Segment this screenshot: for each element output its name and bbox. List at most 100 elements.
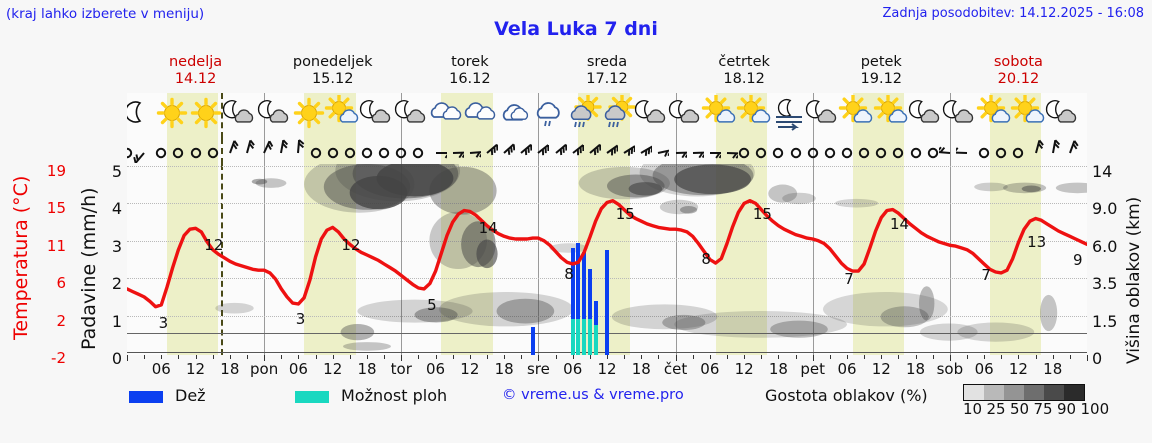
x-axis-label: tor	[390, 360, 412, 378]
day-name: torek	[451, 54, 489, 70]
x-axis-tick	[1087, 355, 1088, 361]
cloud-blob	[920, 323, 978, 341]
sun-cloud-icon	[976, 95, 1016, 135]
moon-cloud-icon	[221, 95, 261, 135]
x-axis-tick	[761, 355, 763, 359]
day-separator	[812, 138, 814, 164]
forecast-plot[interactable]: 3 12 3 12 5 14 8 15 8 15 7 14 7 13 9	[127, 93, 1087, 355]
day-name: četrtek	[718, 54, 770, 70]
rain-legend-label: Dež	[175, 386, 206, 405]
sun-icon	[290, 95, 330, 135]
wind-calm-icon	[802, 139, 824, 163]
cloud-blob	[628, 182, 663, 196]
wind-barb-icon	[236, 139, 258, 163]
wind-calm-icon	[750, 139, 772, 163]
cloud-height-tick: 9.0	[1092, 199, 1118, 219]
day-header-torek: torek 16.12	[401, 54, 538, 88]
moon-cloud-icon	[941, 95, 981, 135]
page-title: Vela Luka 7 dni	[494, 18, 658, 40]
cloud-blob	[414, 307, 458, 323]
temperature-value-label: 15	[752, 204, 772, 223]
copyright-link[interactable]: © vreme.us & vreme.pro	[502, 387, 684, 403]
wind-calm-icon	[767, 139, 789, 163]
x-axis-label: 18	[494, 360, 514, 378]
showers-swatch	[295, 391, 329, 403]
temperature-axis-title: Temperatura (°C)	[8, 168, 32, 343]
x-axis-label: 06	[563, 360, 583, 378]
temperature-value-label: 13	[1027, 233, 1047, 252]
wind-barb-icon	[510, 139, 533, 163]
cloud-blob	[1040, 294, 1058, 332]
x-axis-tick	[847, 355, 848, 359]
gridline	[127, 240, 1087, 242]
wind-barb-icon	[476, 139, 498, 163]
x-axis-tick	[795, 355, 797, 359]
day-separator	[401, 138, 403, 164]
sun-icon	[187, 95, 227, 135]
moon-icon	[127, 95, 158, 135]
wind-barb-icon	[647, 139, 670, 163]
cloud-density-tick: 75	[1033, 400, 1053, 418]
day-separator	[401, 164, 403, 355]
x-axis-tick	[538, 355, 540, 361]
day-date: 16.12	[449, 71, 491, 87]
x-axis-tick	[658, 355, 660, 359]
wind-barb-icon	[1042, 139, 1064, 163]
wind-calm-icon	[870, 139, 892, 163]
cloud-density-tick: 10	[963, 400, 983, 418]
temperature-value-label: 9	[1073, 251, 1083, 270]
x-axis-tick	[264, 355, 266, 361]
x-axis-label: 06	[288, 360, 308, 378]
temperature-value-label: 7	[981, 265, 991, 284]
rain-bar	[582, 252, 587, 355]
x-axis-label: 18	[357, 360, 377, 378]
temperature-value-label: 3	[295, 310, 306, 329]
x-axis-label: 12	[734, 360, 754, 378]
moon-cloud-icon	[804, 95, 844, 135]
precipitation-tick: 5	[111, 162, 122, 181]
wind-calm-icon	[887, 139, 909, 163]
wind-barb-icon	[630, 139, 653, 163]
x-axis-tick	[332, 355, 334, 359]
cloud-rain-icon	[530, 95, 570, 135]
cloud-density-step	[1044, 385, 1064, 400]
x-axis-tick	[195, 355, 197, 359]
sun-cloud-icon	[701, 95, 741, 135]
x-axis-tick	[229, 355, 231, 359]
temperature-curve	[127, 199, 1087, 309]
x-axis-label: 12	[1008, 360, 1028, 378]
wind-barb-icon	[716, 139, 738, 163]
cloud-density-tick: 90	[1057, 400, 1077, 418]
wind-calm-icon	[356, 139, 378, 163]
wind-calm-icon	[922, 139, 944, 163]
wind-calm-icon	[373, 139, 395, 163]
wind-calm-icon	[305, 139, 327, 163]
wind-barb-icon	[493, 139, 516, 163]
day-header-četrtek: četrtek 18.12	[676, 54, 813, 88]
x-axis-tick	[727, 355, 728, 359]
temperature-tick: 11	[46, 236, 66, 255]
x-axis-tick	[521, 355, 523, 359]
sun-cloud-rain-icon	[564, 95, 604, 135]
cloud-icon	[496, 95, 536, 135]
cloud-density-tick: 50	[1010, 400, 1030, 418]
wind-barb-icon	[442, 139, 464, 163]
cloud-blob	[674, 164, 751, 195]
x-axis-labels: 06 12 18 pon 06 12 18 tor 06 12 18 sre 06 12 18 čet 06 12…	[127, 360, 1087, 380]
x-axis-label: 18	[1043, 360, 1063, 378]
location-menu-note: (kraj lahko izberete v meniju)	[6, 6, 205, 22]
wind-barb-icon	[287, 139, 309, 163]
x-axis-tick	[212, 355, 214, 359]
wind-barb-icon	[699, 139, 721, 163]
x-axis-tick	[127, 355, 128, 361]
precipitation-tick: 2	[111, 274, 122, 294]
x-axis-tick	[812, 355, 814, 361]
cloud-blob	[680, 206, 698, 214]
cloud-overcast-icon	[427, 95, 467, 135]
showers-bar	[587, 319, 592, 355]
day-separator	[538, 164, 540, 355]
x-axis-label: čet	[663, 360, 688, 378]
daylight-band	[578, 164, 630, 355]
cloud-density-step	[1024, 385, 1044, 400]
wind-barb-icon	[665, 139, 687, 163]
